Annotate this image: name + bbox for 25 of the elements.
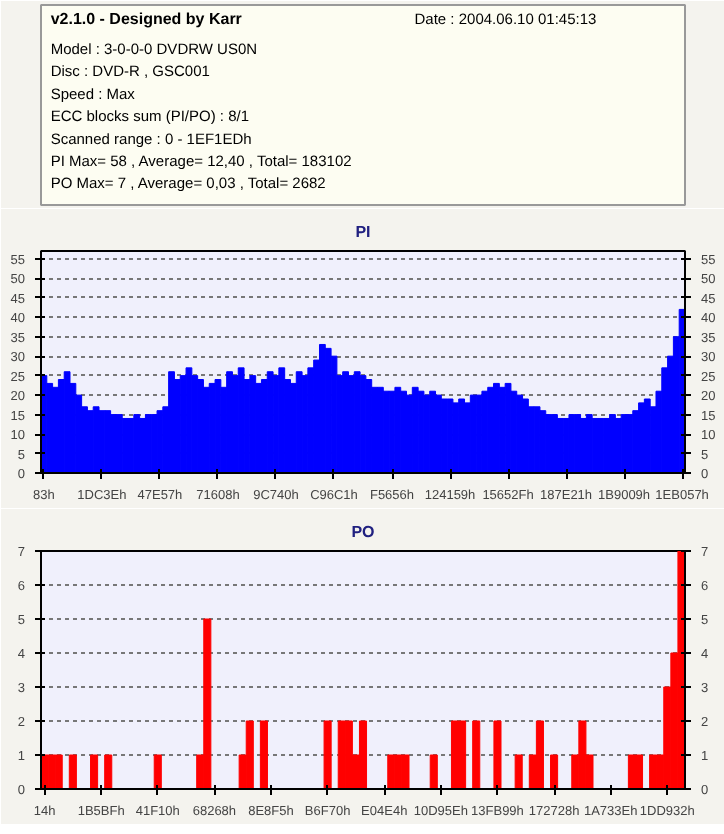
bar: [493, 720, 502, 789]
bar: [578, 720, 587, 789]
bar: [472, 720, 481, 789]
bar: [104, 754, 113, 789]
chart-title: PO: [351, 523, 375, 541]
bar: [68, 754, 77, 789]
bar: [90, 754, 99, 789]
bar: [358, 720, 368, 789]
text: v2.1.0 - Designed by Karr: [50, 10, 242, 28]
bar: [458, 720, 467, 789]
bar: [634, 754, 644, 789]
bar: [54, 754, 63, 789]
bar: [47, 754, 56, 789]
bar: [203, 618, 212, 789]
bar: [514, 754, 523, 789]
chart-title: PI: [355, 223, 371, 241]
bar: [259, 720, 268, 789]
bar: [401, 754, 410, 789]
bar: [245, 720, 254, 789]
bar: [344, 720, 353, 789]
bar: [429, 754, 438, 789]
bar: [323, 720, 332, 789]
bar: [153, 754, 162, 789]
bar: [535, 720, 544, 789]
bar: [550, 754, 559, 789]
